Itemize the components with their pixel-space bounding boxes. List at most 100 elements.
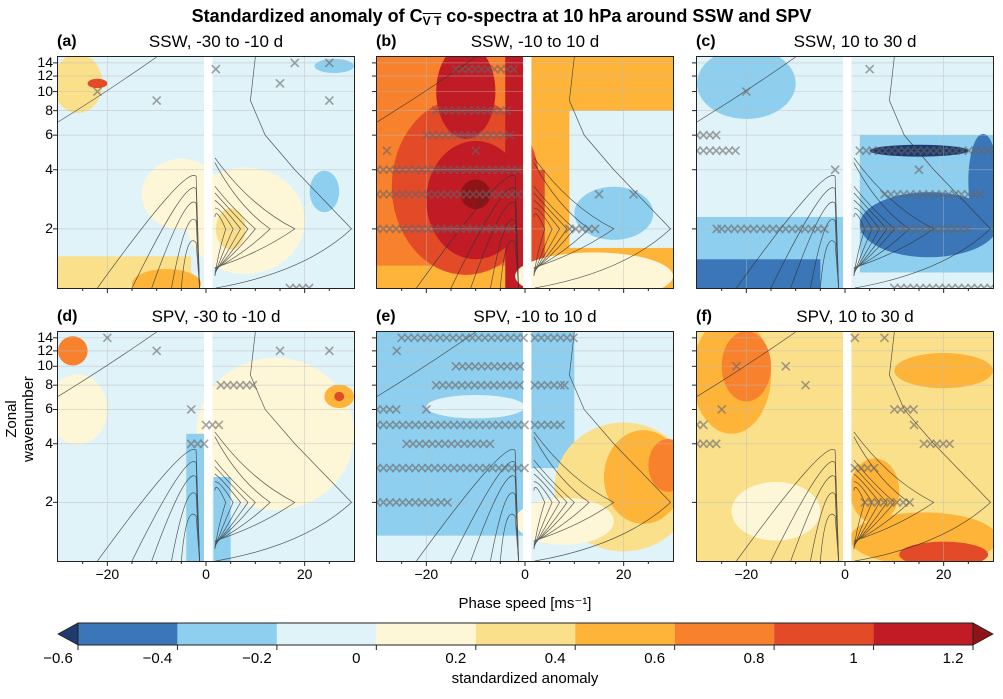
field-group [58, 332, 354, 561]
significance-x-mark [945, 439, 955, 449]
significance-x-mark [909, 420, 919, 430]
contour-line [470, 475, 519, 561]
significance-x-mark [559, 380, 570, 390]
panel-plot [692, 56, 994, 293]
y-tick-label: 12 [37, 341, 53, 358]
significance-x-mark [505, 130, 515, 140]
significance-x-mark [879, 333, 890, 343]
contour-line [853, 157, 935, 268]
significance-x-mark [421, 404, 431, 415]
contour-line [853, 199, 880, 274]
significance-x-mark [983, 146, 993, 156]
x-axis-label: Phase speed [ms⁻¹] [458, 595, 592, 612]
heatmap-svg [53, 332, 354, 566]
significance-x-mark [730, 146, 741, 156]
anomaly-region [213, 477, 231, 561]
y-tick-label: 10 [37, 82, 53, 99]
colorbar-tick-label: 0.6 [644, 650, 666, 667]
significance-x-mark [698, 420, 708, 430]
significance-marks [92, 58, 334, 288]
significance-x-mark [869, 463, 879, 473]
significance-x-mark [590, 224, 600, 234]
contour-line [214, 185, 256, 271]
significance-x-mark [515, 361, 525, 371]
panel-title: SPV, -30 to -10 d [151, 307, 281, 326]
contour-line [533, 487, 546, 550]
contour-line [736, 175, 839, 288]
contour-line [97, 448, 200, 561]
masked-band [204, 332, 213, 561]
masked-band [843, 57, 852, 288]
anomaly-region [196, 357, 354, 511]
colorbar-segment [575, 623, 675, 645]
contour-line [499, 240, 519, 288]
panel-plot [692, 331, 994, 566]
anomaly-region [968, 133, 993, 229]
significance-x-mark [248, 380, 258, 390]
anomaly-region [648, 438, 673, 492]
significance-x-mark [324, 346, 334, 356]
panel-title: SSW, -30 to -10 d [148, 32, 284, 51]
x-tick-label: 20 [615, 566, 632, 582]
anomaly-region [309, 170, 340, 213]
panel-plot [372, 331, 674, 566]
field-group [377, 332, 673, 561]
significance-marks [102, 333, 334, 449]
masked-band [204, 57, 213, 288]
colorbar-tick-label: 1 [849, 650, 858, 667]
significance-x-mark [819, 224, 829, 234]
climatology-contours [697, 332, 992, 561]
heatmap-svg [372, 57, 673, 293]
significance-x-mark [909, 404, 919, 415]
significance-x-mark [830, 165, 840, 175]
contour-line [736, 448, 839, 561]
field-group [377, 57, 673, 288]
significance-x-mark [555, 420, 566, 430]
x-tick-label: −20 [734, 566, 759, 582]
contour-line [533, 199, 560, 274]
y-tick-label: 4 [45, 160, 53, 177]
contour-line [97, 175, 200, 288]
field-group [58, 57, 354, 288]
y-tick-label: 8 [45, 101, 53, 118]
heatmap-svg [692, 332, 993, 566]
significance-x-mark [382, 146, 392, 156]
colorbar [57, 622, 994, 650]
contour-line [790, 475, 839, 561]
panel-title: SSW, 10 to 30 d [793, 32, 917, 51]
significance-x-mark [324, 96, 334, 106]
contour-line [171, 218, 200, 288]
contour-line [533, 157, 615, 268]
x-tick-label: 20 [935, 566, 952, 582]
x-tick-label: 0 [202, 566, 210, 582]
colorbar-tick-label: 0 [352, 650, 361, 667]
contour-line [819, 513, 839, 561]
colorbar-segment [774, 623, 874, 645]
colorbar-tick-label: −0.6 [43, 650, 73, 667]
contour-line [534, 332, 672, 561]
field-group [697, 57, 993, 288]
significance-x-mark [275, 78, 285, 89]
panel-title: SSW, -10 to 10 d [470, 32, 600, 51]
colorbar-extend-low [57, 622, 79, 646]
contour-line [533, 185, 575, 271]
significance-x-mark [711, 130, 721, 140]
contour-line [533, 473, 560, 547]
contour-line [214, 481, 234, 548]
anomaly-region [314, 58, 354, 74]
contour-line [151, 201, 200, 288]
x-tick-label: 0 [841, 566, 849, 582]
anomaly-region [87, 78, 108, 89]
significance-x-mark [905, 497, 915, 507]
panel-plot [372, 56, 674, 293]
x-tick-label: −20 [414, 566, 439, 582]
colorbar-tick-label: −0.2 [242, 650, 272, 667]
contour-line [214, 207, 234, 275]
panel-title: SPV, -10 to 10 d [473, 307, 597, 326]
contour-line [450, 187, 519, 288]
contour-line [470, 201, 519, 288]
significance-x-mark [850, 333, 860, 343]
contour-line [215, 57, 353, 288]
contour-line [214, 466, 249, 546]
colorbar-segment [475, 623, 576, 645]
